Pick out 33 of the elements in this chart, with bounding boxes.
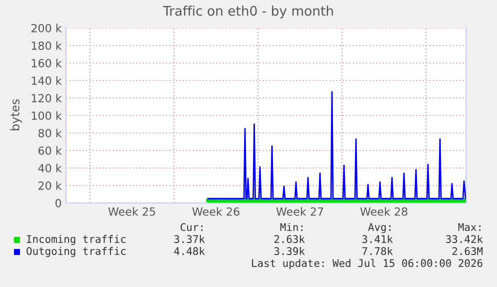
y-tick-label: 120 k <box>32 94 62 102</box>
x-tick-label: Week 28 <box>360 207 408 216</box>
line-series <box>207 91 466 200</box>
text: Cur: <box>180 223 202 232</box>
y-tick-label: 100 k <box>32 111 62 120</box>
y-tick-label: 60 k <box>38 146 62 155</box>
y-tick-label: 140 k <box>32 76 62 85</box>
text: Avg: <box>368 223 390 234</box>
y-tick-label: 160 k <box>32 58 62 68</box>
y-tick-label: 180 k <box>32 41 62 50</box>
x-tick-label: Week 26 <box>192 207 240 216</box>
text: 3.39k <box>274 246 305 256</box>
y-tick-label: 200 k <box>31 24 62 32</box>
y-tick-label: 40 k <box>38 164 62 172</box>
text: 2.63k <box>274 234 305 244</box>
text: Max: <box>458 223 480 232</box>
text: 2.63M <box>452 247 483 256</box>
x-tick-label: Week 25 <box>108 207 156 216</box>
x-tick-label: Week 27 <box>276 207 324 216</box>
legend-label: Incoming traffic <box>27 234 126 246</box>
text: 4.48k <box>174 246 205 256</box>
y-tick-label: 80 k <box>38 128 62 138</box>
text: Min: <box>280 222 302 231</box>
text: 33.42k <box>446 234 483 244</box>
y-tick-label: 20 k <box>38 181 62 190</box>
y-tick-label: 0 <box>55 198 62 208</box>
y-axis-title: bytes <box>10 99 22 130</box>
chart-title: Traffic on eth0 - by month <box>162 6 333 18</box>
text: 3.41k <box>362 234 393 244</box>
text: 7.78k <box>362 246 393 256</box>
text: 3.37k <box>174 234 205 244</box>
legend-label: Outgoing traffic <box>26 246 126 258</box>
text: Last update: Wed Jul 15 06:00:00 2026 <box>252 258 482 270</box>
